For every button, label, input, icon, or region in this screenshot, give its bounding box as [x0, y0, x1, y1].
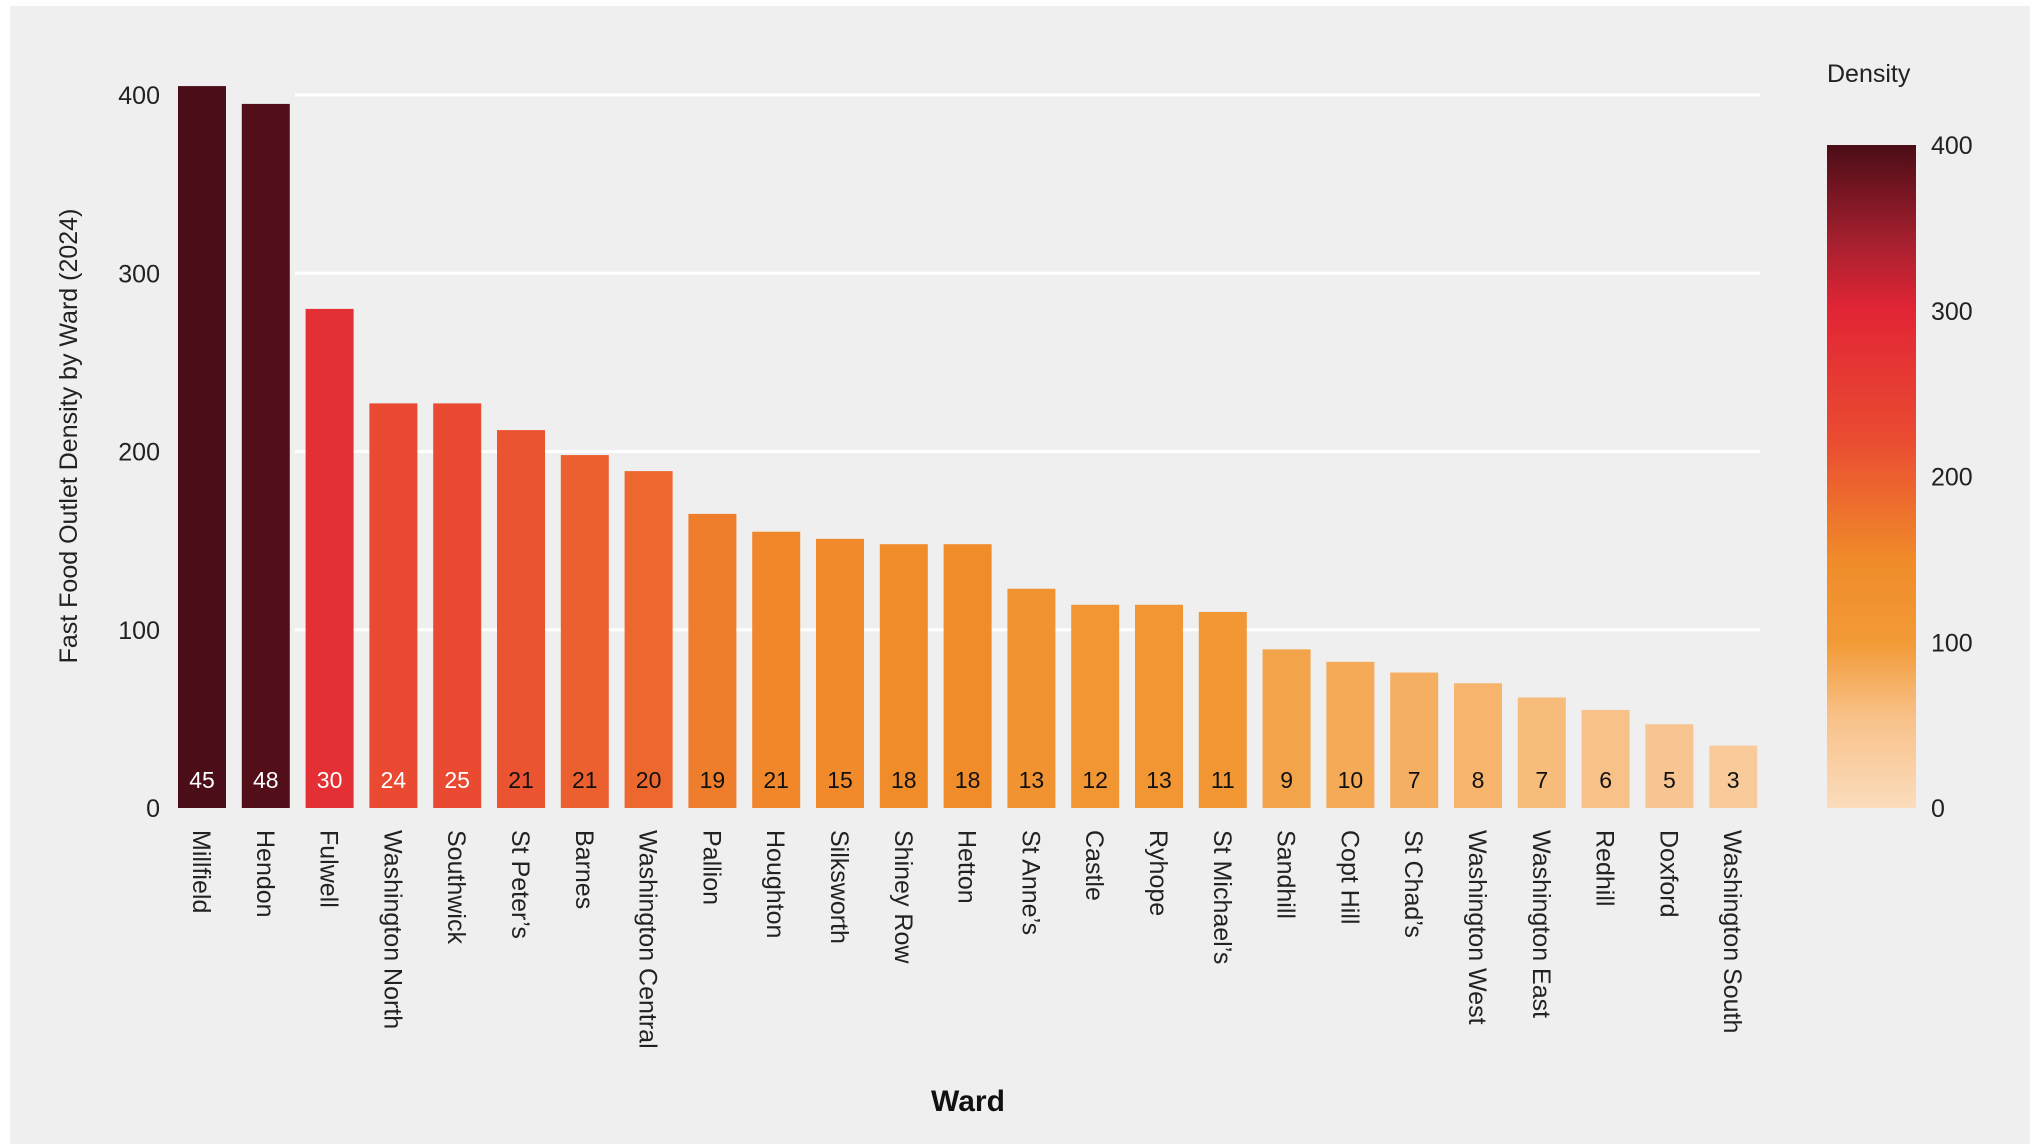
x-tick-label: Hetton — [953, 830, 981, 904]
x-tick-label: St Peter’s — [506, 830, 534, 939]
bar-value-label: 25 — [444, 767, 470, 793]
bar — [178, 86, 226, 808]
bar-value-label: 3 — [1727, 767, 1740, 793]
bar-value-label: 7 — [1408, 767, 1421, 793]
legend-tick-label: 300 — [1931, 298, 1973, 326]
bar-value-label: 6 — [1599, 767, 1612, 793]
x-tick-label: Sandhill — [1272, 830, 1300, 919]
bar — [1517, 697, 1566, 808]
x-tick-label: Doxford — [1654, 830, 1682, 918]
bars — [178, 86, 1758, 809]
bar — [1135, 604, 1183, 808]
bar-value-label: 5 — [1663, 767, 1676, 793]
bar-value-label: 24 — [381, 767, 407, 793]
bar-value-label: 48 — [253, 767, 279, 793]
bar-value-label: 9 — [1280, 767, 1293, 793]
bar-value-label: 15 — [827, 767, 853, 793]
x-tick-label: Washington South — [1718, 830, 1746, 1033]
bar-value-label: 12 — [1082, 767, 1108, 793]
legend-colorbar — [1827, 145, 1916, 808]
bar — [433, 403, 482, 808]
y-tick-label: 200 — [118, 439, 160, 467]
y-tick-label: 100 — [118, 617, 160, 645]
legend-tick-label: 100 — [1931, 629, 1973, 657]
x-axis-title: Ward — [931, 1085, 1005, 1118]
bar — [1454, 683, 1502, 808]
legend-ticks: 0 100 200 300 400 — [1931, 132, 1973, 823]
x-tick-label: Silksworth — [825, 830, 853, 944]
bar — [1071, 604, 1120, 808]
bar — [1390, 672, 1439, 808]
x-tick-label: St Michael’s — [1208, 830, 1236, 964]
bar-value-label: 13 — [1019, 767, 1045, 793]
bar — [879, 544, 928, 808]
x-tick-label: Southwick — [442, 830, 470, 944]
bar — [1198, 611, 1247, 808]
x-tick-label: Copt Hill — [1335, 830, 1363, 924]
legend-title: Density — [1827, 60, 1911, 88]
bar — [816, 538, 864, 808]
bar-value-label: 20 — [636, 767, 662, 793]
bar-value-label: 7 — [1535, 767, 1548, 793]
x-tick-label: Houghton — [761, 830, 789, 938]
bar — [624, 471, 673, 808]
bar-value-label: 18 — [891, 767, 917, 793]
bar-value-label: 19 — [700, 767, 726, 793]
y-tick-label: 0 — [146, 795, 160, 823]
x-tick-label: Fulwell — [315, 830, 343, 908]
bar-value-label: 21 — [508, 767, 534, 793]
bar-value-label: 45 — [189, 767, 215, 793]
bar — [943, 544, 992, 808]
y-axis-title: Fast Food Outlet Density by Ward (2024) — [55, 209, 83, 664]
x-tick-label: St Anne’s — [1016, 830, 1044, 935]
bar — [752, 531, 801, 808]
bar-value-label: 10 — [1338, 767, 1364, 793]
x-tick-label: Redhill — [1591, 830, 1619, 906]
bar-value-label: 21 — [763, 767, 789, 793]
bar — [241, 103, 290, 809]
bar — [1709, 745, 1758, 808]
legend-tick-label: 0 — [1931, 795, 1945, 823]
bar — [1326, 661, 1375, 808]
y-tick-label: 400 — [118, 82, 160, 110]
bar-value-label: 13 — [1146, 767, 1172, 793]
legend-tick-label: 200 — [1931, 464, 1973, 492]
x-tick-label: Ryhope — [1144, 830, 1172, 916]
x-tick-label: St Chad’s — [1399, 830, 1427, 938]
x-axis-ticks: Millfield Hendon Fulwell Washington North So… — [187, 830, 1746, 1049]
color-legend: Density 0 100 200 300 400 — [1827, 60, 1973, 823]
bar — [1581, 709, 1630, 808]
legend-tick-label: 400 — [1931, 132, 1973, 160]
bar — [305, 308, 354, 808]
bar-value-label: 8 — [1472, 767, 1485, 793]
bar — [1262, 649, 1311, 808]
x-tick-label: Hendon — [251, 830, 279, 918]
bar — [688, 513, 737, 808]
bar-value-label: 11 — [1211, 767, 1235, 793]
bar-value-labels: 45 48 30 24 25 21 21 20 19 21 15 18 18 13 12 13 11 9 10 7 8 7… — [189, 767, 1739, 793]
bar — [369, 403, 418, 808]
x-tick-label: Pallion — [697, 830, 725, 905]
bar — [497, 430, 545, 808]
x-tick-label: Castle — [1080, 830, 1108, 901]
chart-container: 0 100 200 300 400 45 48 30 24 25 21 21 20 19 21 15 18 18… — [10, 6, 2030, 1144]
bar-value-label: 18 — [955, 767, 981, 793]
bar — [1645, 724, 1694, 808]
bar-value-label: 30 — [317, 767, 343, 793]
bar — [1007, 588, 1056, 808]
bar — [560, 455, 609, 808]
y-axis-ticks: 0 100 200 300 400 — [118, 82, 160, 823]
x-tick-label: Shiney Row — [889, 830, 917, 964]
x-tick-label: Washington Central — [634, 830, 662, 1049]
x-tick-label: Washington North — [378, 830, 406, 1029]
y-tick-label: 300 — [118, 260, 160, 288]
bar-value-label: 21 — [572, 767, 598, 793]
x-tick-label: Barnes — [570, 830, 598, 909]
x-tick-label: Washington West — [1463, 830, 1491, 1025]
x-tick-label: Washington East — [1527, 830, 1555, 1018]
x-tick-label: Millfield — [187, 830, 215, 913]
